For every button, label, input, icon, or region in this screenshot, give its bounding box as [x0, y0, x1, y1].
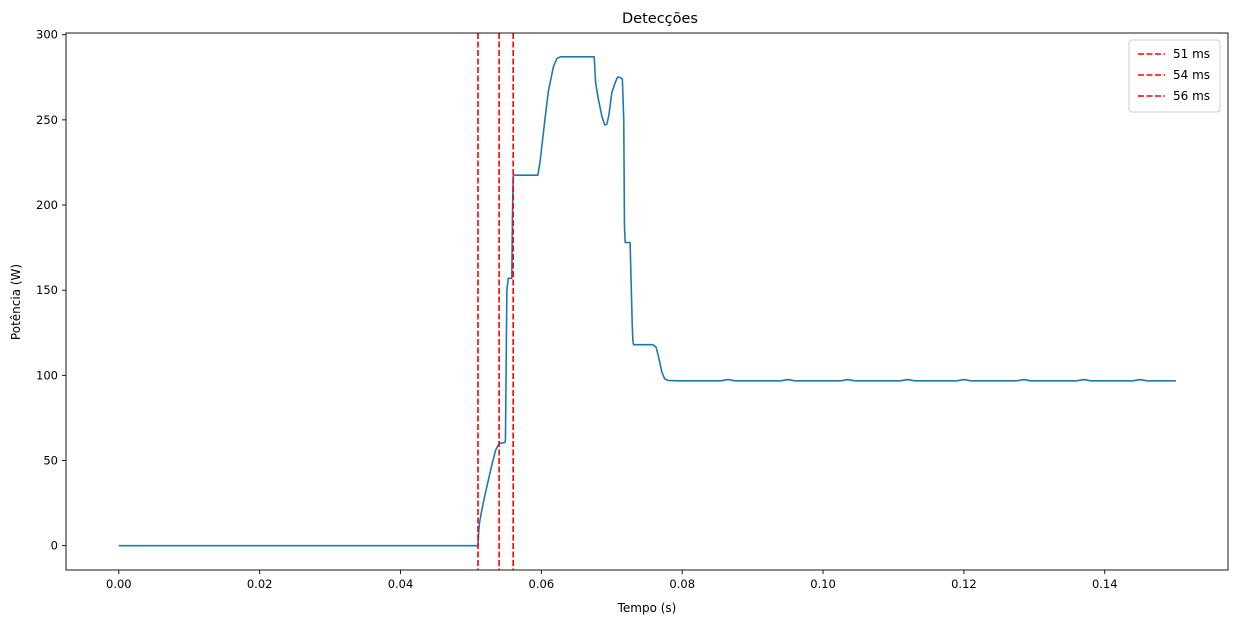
x-tick-label: 0.14 [1092, 577, 1118, 591]
x-tick-label: 0.08 [669, 577, 695, 591]
axes-frame [65, 32, 1229, 571]
chart-title: Detecções [622, 11, 698, 27]
y-axis-label: Potência (W) [9, 264, 23, 340]
legend-box [1128, 39, 1221, 113]
x-tick-label: 0.04 [388, 577, 414, 591]
plot-area [65, 32, 1229, 571]
y-tick-label: 200 [36, 198, 58, 212]
x-axis-ticks: 0.00 0.02 0.04 0.06 0.08 0.10 0.12 0.14 [106, 570, 1118, 591]
y-axis-ticks: 0 50 100 150 200 250 300 [36, 28, 66, 553]
series-line-0 [118, 56, 1176, 547]
legend-label-2: 54 ms [1173, 68, 1210, 82]
y-tick-label: 0 [51, 539, 58, 553]
x-tick-label: 0.02 [247, 577, 273, 591]
x-axis-label: Tempo (s) [617, 601, 677, 615]
x-tick-label: 0.00 [106, 577, 132, 591]
y-tick-label: 250 [36, 113, 58, 127]
x-tick-label: 0.06 [529, 577, 555, 591]
y-tick-label: 50 [43, 453, 58, 467]
x-tick-label: 0.10 [810, 577, 836, 591]
x-tick-label: 0.12 [951, 577, 977, 591]
legend-label-3: 56 ms [1173, 89, 1210, 103]
y-tick-label: 100 [36, 368, 58, 382]
legend: 51 ms 54 ms 56 ms [1128, 39, 1221, 113]
y-tick-label: 300 [36, 28, 58, 42]
legend-label-1: 51 ms [1173, 47, 1210, 61]
y-tick-label: 150 [36, 283, 58, 297]
